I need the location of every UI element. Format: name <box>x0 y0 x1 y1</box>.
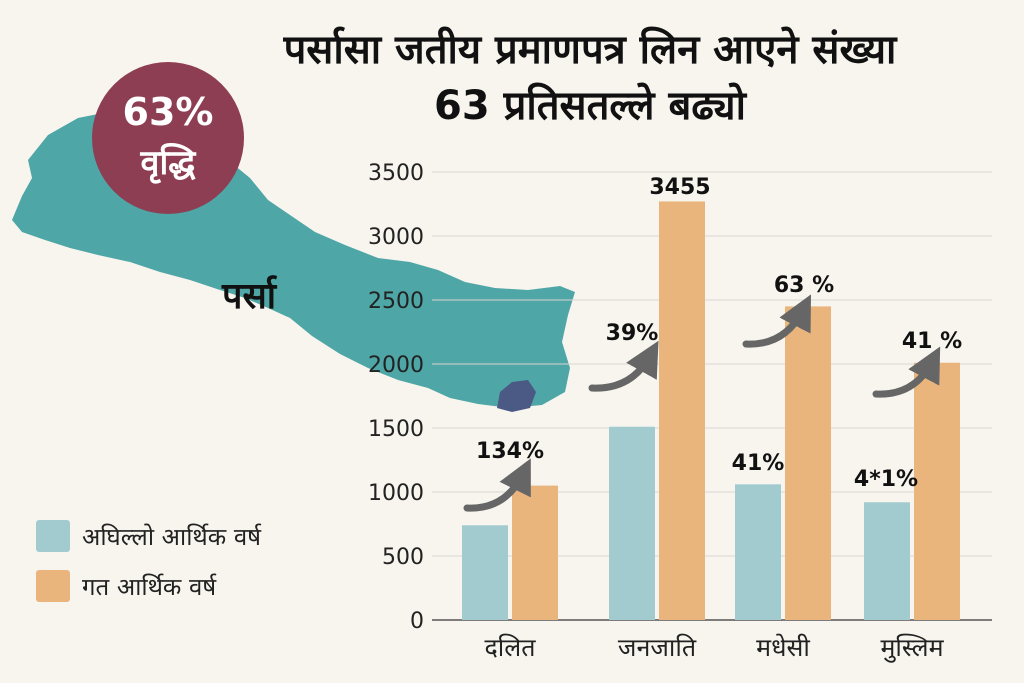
badge-label: वृद्धि <box>140 143 196 183</box>
growth-arrow <box>588 340 659 392</box>
legend-item-last: गत आर्थिक वर्ष <box>36 568 261 604</box>
data-label: 3455 <box>649 175 710 200</box>
data-label: 134% <box>476 439 544 464</box>
data-label: 63 % <box>774 273 834 298</box>
y-tick-label: 1000 <box>368 481 424 506</box>
page-title: पर्सासा जतीय प्रमाणपत्र लिन आएने संख्या … <box>200 22 980 134</box>
data-label: 41 % <box>902 329 962 354</box>
growth-badge: 63% वृद्धि <box>92 62 244 214</box>
title-line-1: पर्सासा जतीय प्रमाणपत्र लिन आएने संख्या <box>283 27 897 73</box>
legend-swatch-last <box>36 570 70 602</box>
data-label: 39% <box>606 321 659 346</box>
badge-percent: 63% <box>122 90 214 134</box>
data-label: 41% <box>732 451 785 476</box>
growth-arrow <box>872 346 941 398</box>
growth-arrow <box>463 458 531 512</box>
y-tick-label: 2500 <box>368 289 424 314</box>
bar <box>609 426 655 620</box>
y-tick-label: 3000 <box>368 225 424 250</box>
y-tick-label: 2000 <box>368 353 424 378</box>
bar <box>462 525 508 620</box>
legend-label-last: गत आर्थिक वर्ष <box>82 572 217 601</box>
bar <box>512 485 558 620</box>
map-district-label: पर्सा <box>222 276 277 317</box>
bar <box>914 362 960 620</box>
y-tick-label: 3500 <box>368 161 424 186</box>
legend-swatch-previous <box>36 520 70 552</box>
parsa-district <box>497 380 536 412</box>
x-category-label: जनजाति <box>618 633 697 662</box>
legend-item-previous: अघिल्लो आर्थिक वर्ष <box>36 518 261 554</box>
y-tick-label: 500 <box>382 545 424 570</box>
x-category-label: दलित <box>485 633 537 662</box>
legend: अघिल्लो आर्थिक वर्ष गत आर्थिक वर्ष <box>36 518 261 618</box>
title-line-2: 63 प्रतिसतल्ले बढ्यो <box>434 83 746 129</box>
growth-arrow <box>742 294 812 348</box>
bar <box>864 502 910 620</box>
y-tick-label: 0 <box>410 609 424 634</box>
bar <box>785 306 831 620</box>
bar <box>659 201 705 620</box>
x-category-label: मुस्लिम <box>880 633 944 663</box>
x-category-label: मधेसी <box>756 633 810 662</box>
y-tick-label: 1500 <box>368 417 424 442</box>
bar <box>735 484 781 620</box>
legend-label-previous: अघिल्लो आर्थिक वर्ष <box>82 522 262 551</box>
data-label: 4*1% <box>854 467 918 492</box>
